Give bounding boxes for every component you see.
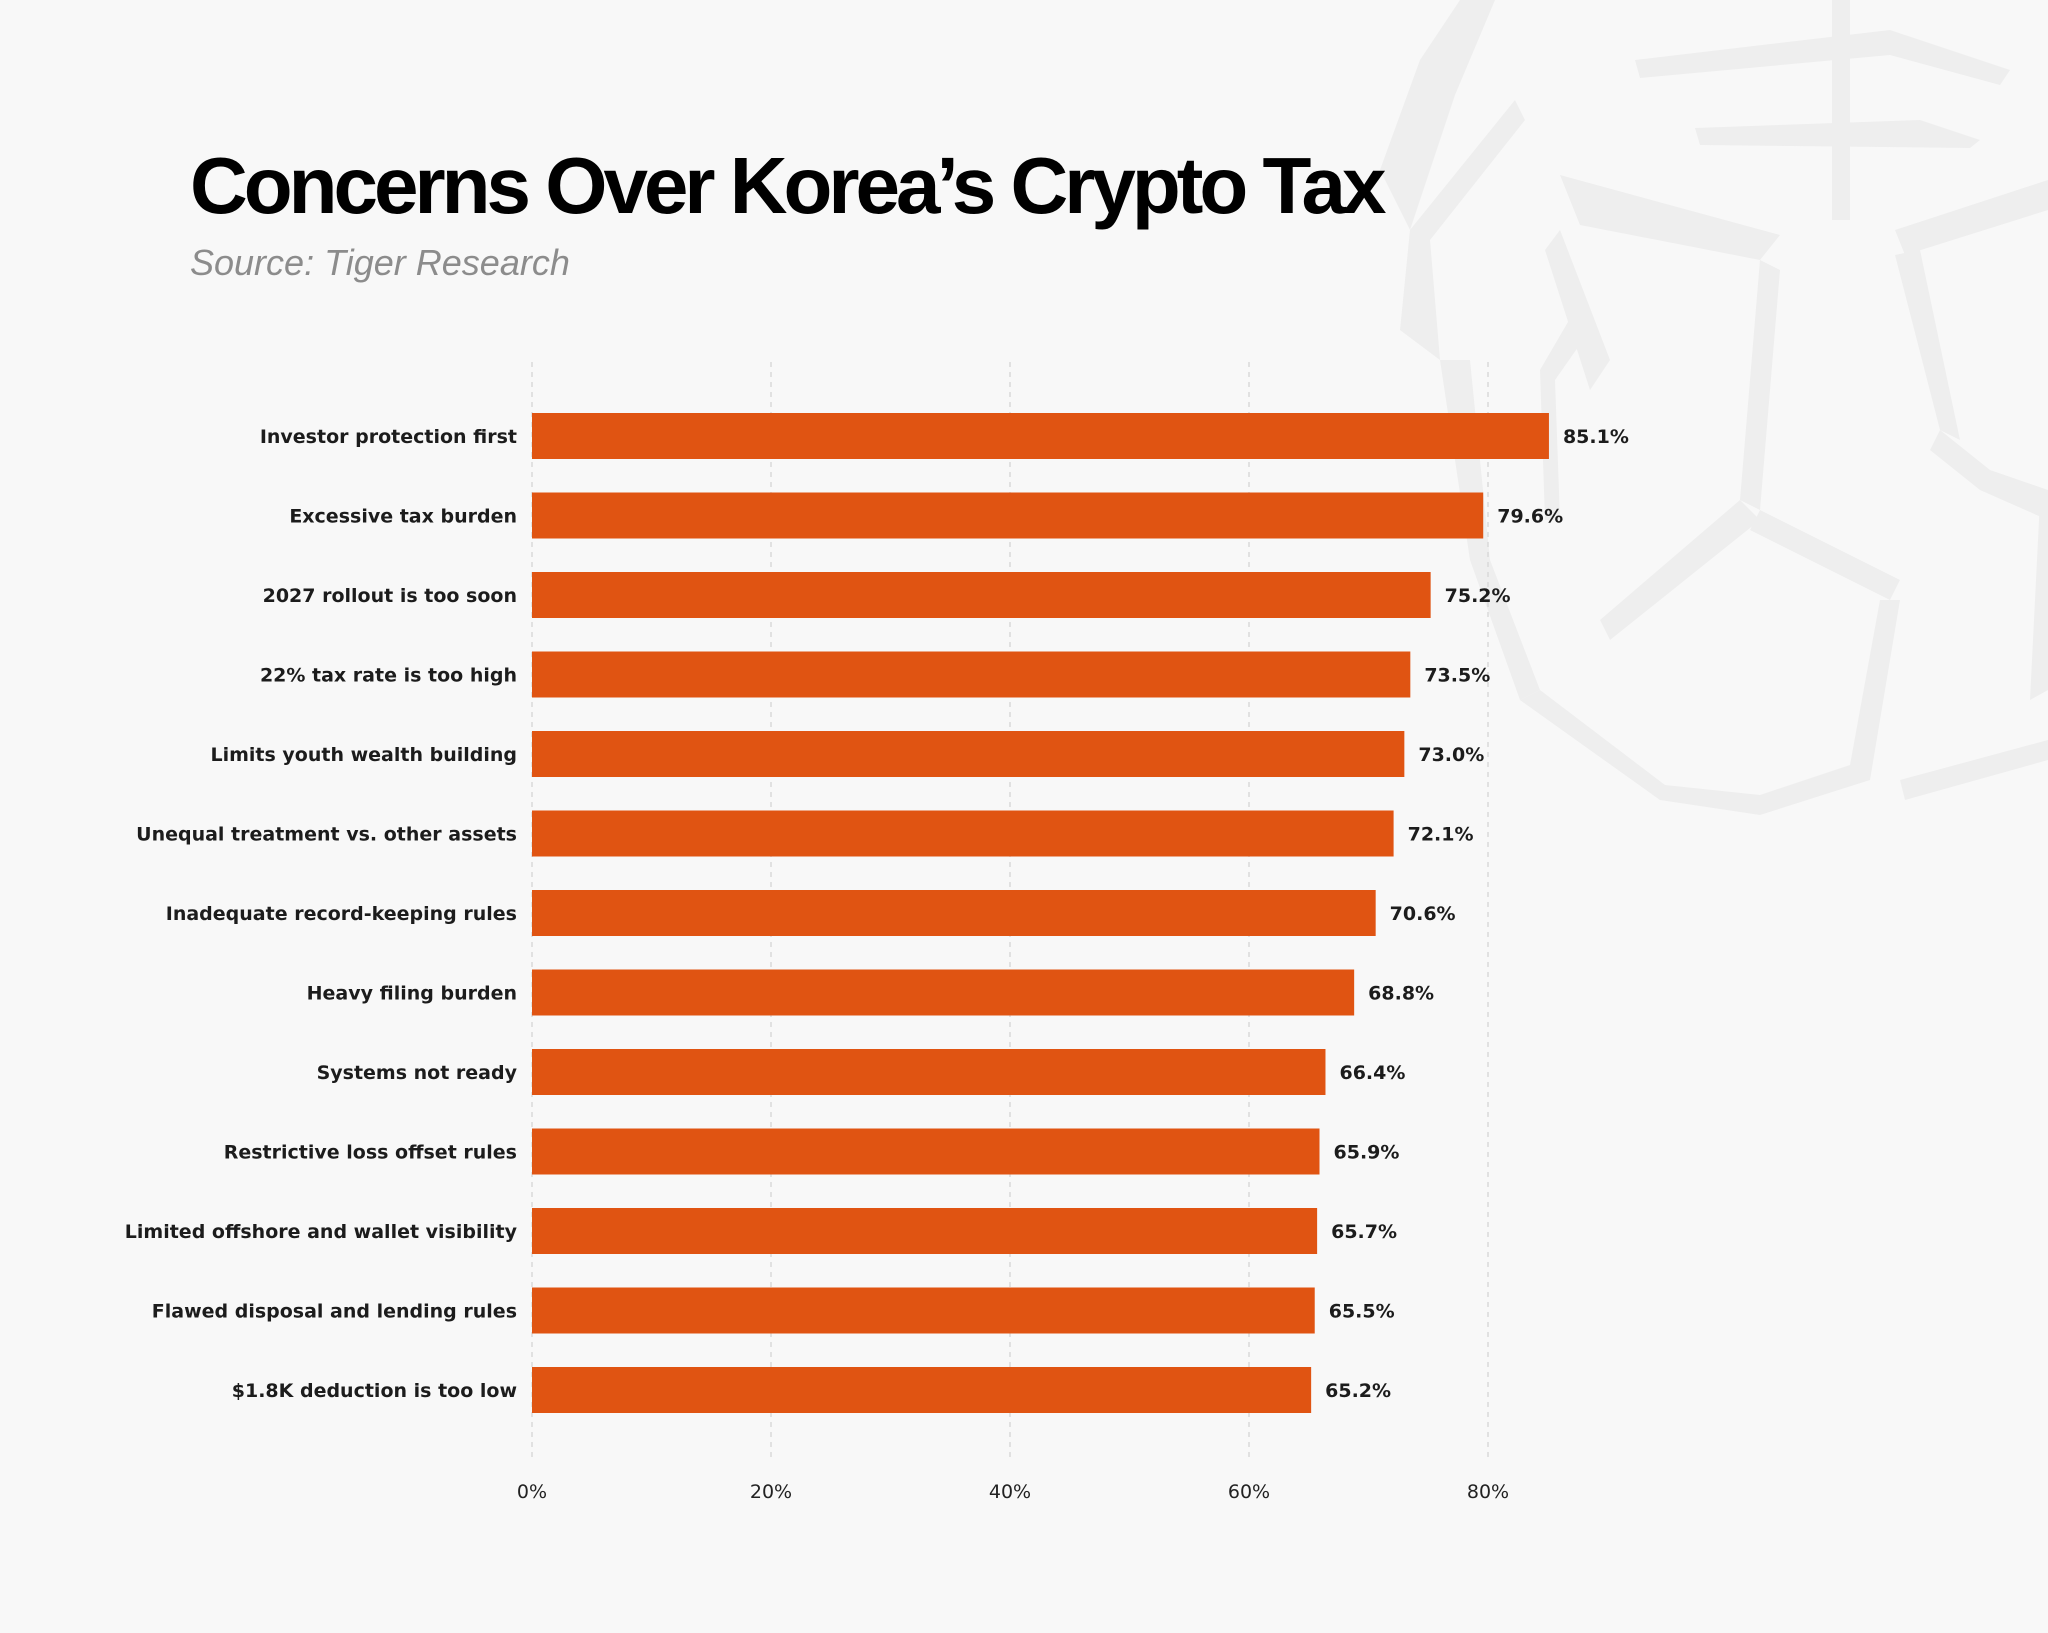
bar (532, 1208, 1318, 1254)
bar (532, 890, 1376, 936)
value-label: 68.8% (1368, 983, 1434, 1005)
bar (532, 1367, 1312, 1413)
category-label: Heavy filing burden (307, 983, 517, 1005)
category-label: $1.8K deduction is too low (232, 1380, 517, 1402)
x-tick-label: 40% (989, 1481, 1031, 1503)
x-tick-label: 20% (750, 1481, 792, 1503)
bar (532, 731, 1405, 777)
category-label: Limits youth wealth building (210, 744, 517, 766)
value-label: 66.4% (1339, 1062, 1405, 1084)
value-label: 75.2% (1445, 585, 1511, 607)
x-axis-ticks: 0% 20% 40% 60% 80% (517, 1481, 1509, 1503)
value-label: 65.5% (1329, 1301, 1395, 1323)
bar (532, 1128, 1320, 1175)
category-label: Flawed disposal and lending rules (152, 1301, 517, 1323)
category-label: Investor protection first (260, 426, 517, 448)
value-label: 73.5% (1424, 665, 1490, 687)
category-label: Excessive tax burden (289, 506, 517, 528)
bar (532, 810, 1394, 857)
bar (532, 413, 1549, 459)
bar (532, 492, 1484, 539)
bar (532, 572, 1431, 618)
category-label: 22% tax rate is too high (260, 665, 517, 687)
category-label: Restrictive loss offset rules (224, 1142, 517, 1164)
x-tick-label: 60% (1228, 1481, 1270, 1503)
category-label: Inadequate record-keeping rules (166, 903, 517, 925)
category-label: Systems not ready (317, 1062, 518, 1084)
category-label: 2027 rollout is too soon (263, 585, 517, 607)
category-labels: Investor protection first Excessive tax b… (125, 426, 518, 1402)
value-label: 65.9% (1334, 1142, 1400, 1164)
value-label: 79.6% (1497, 506, 1563, 528)
bars (532, 413, 1549, 1413)
value-label: 85.1% (1563, 426, 1629, 448)
category-label: Limited offshore and wallet visibility (125, 1221, 518, 1243)
value-label: 72.1% (1408, 824, 1474, 846)
value-labels: 85.1% 79.6% 75.2% 73.5% 73.0% 72.1% 70.6% 68.8%… (1325, 426, 1629, 1402)
page-title: Concerns Over Korea’s Crypto Tax (190, 141, 1386, 230)
value-label: 65.2% (1325, 1380, 1391, 1402)
source-subtitle: Source: Tiger Research (190, 242, 570, 283)
bar (532, 969, 1355, 1016)
x-tick-label: 80% (1467, 1481, 1509, 1503)
value-label: 73.0% (1418, 744, 1484, 766)
x-tick-label: 0% (517, 1481, 547, 1503)
bar (532, 1287, 1315, 1334)
value-label: 70.6% (1390, 903, 1456, 925)
bar (532, 651, 1411, 698)
bar (532, 1049, 1326, 1095)
category-label: Unequal treatment vs. other assets (136, 824, 517, 846)
value-label: 65.7% (1331, 1221, 1397, 1243)
